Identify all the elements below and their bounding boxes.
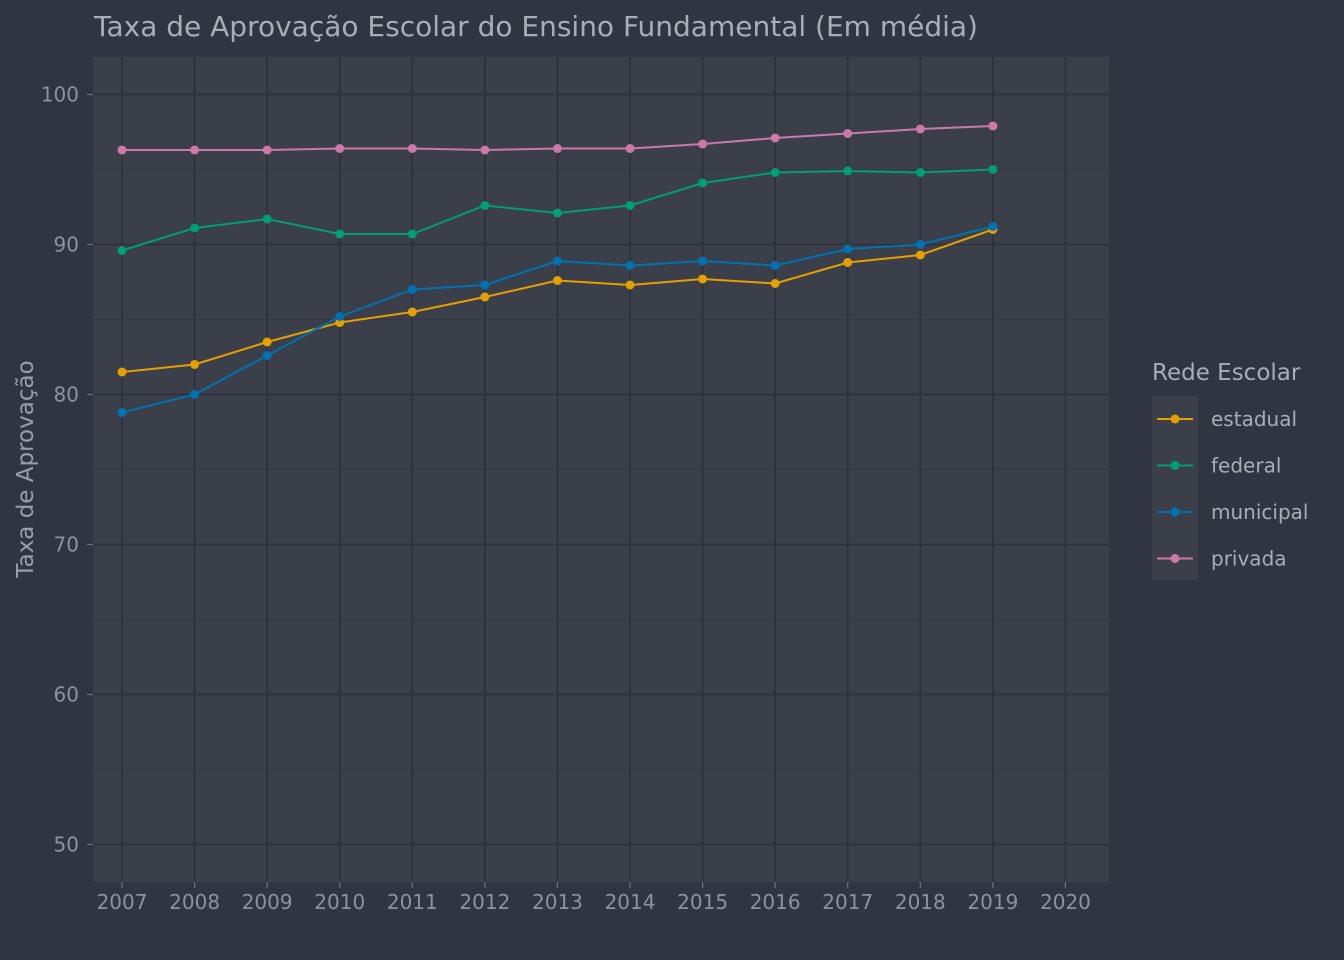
legend-key-point-federal <box>1170 461 1180 470</box>
legend-key-point-municipal <box>1170 507 1180 517</box>
data-point-estadual <box>117 367 127 377</box>
data-point-privada <box>915 124 925 134</box>
x-tick-label: 2012 <box>459 890 510 914</box>
data-point-estadual <box>770 279 780 288</box>
data-point-estadual <box>552 276 562 285</box>
data-point-privada <box>770 133 780 143</box>
x-tick-label: 2020 <box>1040 890 1091 914</box>
data-point-privada <box>117 145 127 155</box>
data-point-privada <box>698 139 708 149</box>
legend-key-background <box>1152 396 1198 580</box>
data-point-municipal <box>407 285 417 294</box>
data-point-estadual <box>407 307 417 317</box>
data-point-estadual <box>262 337 272 347</box>
legend-label-privada: privada <box>1211 547 1287 571</box>
x-tick-label: 2013 <box>532 890 583 914</box>
data-point-municipal <box>625 261 635 270</box>
data-point-municipal <box>190 390 200 399</box>
data-point-estadual <box>843 258 853 267</box>
data-point-privada <box>843 129 853 138</box>
data-point-federal <box>407 229 417 239</box>
x-tick-label: 2009 <box>242 890 293 914</box>
data-point-estadual <box>190 360 200 369</box>
data-point-federal <box>262 214 272 224</box>
x-tick-label: 2014 <box>605 890 656 914</box>
y-tick-label: 80 <box>54 383 79 407</box>
data-point-federal <box>915 168 925 177</box>
data-point-municipal <box>480 280 490 290</box>
series-municipal <box>117 222 998 417</box>
series-lines <box>117 121 998 417</box>
x-tick-label: 2015 <box>677 890 728 914</box>
axes: 50 60 70 80 90 100 2007 2008 2009 2010 2011 2012 201… <box>41 83 1091 915</box>
x-tick-label: 2018 <box>895 890 946 914</box>
data-point-municipal <box>552 256 562 266</box>
y-tick-label: 50 <box>54 833 79 857</box>
chart-title: Taxa de Aprovação Escolar do Ensino Fund… <box>93 10 978 43</box>
data-point-federal <box>843 166 853 176</box>
data-point-estadual <box>698 274 708 284</box>
data-point-municipal <box>843 244 853 254</box>
y-axis-title: Taxa de Aprovação <box>13 360 39 578</box>
data-point-federal <box>552 208 562 218</box>
data-point-privada <box>407 144 417 153</box>
data-point-federal <box>190 223 200 233</box>
data-point-federal <box>625 201 635 210</box>
legend-title: Rede Escolar <box>1152 360 1301 386</box>
legend-key-point-privada <box>1170 554 1180 563</box>
legend: Rede Escolar estadual federal municipal pri… <box>1152 360 1308 580</box>
data-point-municipal <box>915 240 925 249</box>
data-point-municipal <box>117 408 127 417</box>
data-point-federal <box>480 201 490 210</box>
data-point-privada <box>190 145 200 155</box>
data-point-privada <box>262 145 272 155</box>
legend-key-point-estadual <box>1170 414 1180 424</box>
x-tick-label: 2016 <box>750 890 801 914</box>
x-tick-label: 2010 <box>314 890 365 914</box>
data-point-estadual <box>480 292 490 302</box>
data-point-estadual <box>915 250 925 260</box>
x-tick-label: 2011 <box>387 890 438 914</box>
y-tick-label: 90 <box>54 233 79 257</box>
data-point-privada <box>552 144 562 153</box>
data-point-privada <box>335 144 345 153</box>
series-privada <box>117 121 998 155</box>
x-tick-label: 2017 <box>822 890 873 914</box>
y-tick-label: 70 <box>54 533 79 557</box>
series-federal <box>117 165 998 255</box>
data-point-privada <box>480 145 490 155</box>
x-tick-label: 2008 <box>169 890 220 914</box>
data-point-privada <box>988 121 998 131</box>
legend-label-municipal: municipal <box>1211 500 1308 524</box>
grid-lines <box>93 57 1109 882</box>
y-tick-label: 60 <box>54 683 79 707</box>
data-point-municipal <box>698 256 708 266</box>
legend-label-federal: federal <box>1211 454 1281 478</box>
x-tick-label: 2019 <box>967 890 1018 914</box>
data-point-municipal <box>770 261 780 270</box>
data-point-federal <box>698 178 708 188</box>
data-point-privada <box>625 144 635 153</box>
data-point-federal <box>335 229 345 239</box>
legend-label-estadual: estadual <box>1211 407 1297 431</box>
data-point-municipal <box>262 351 272 360</box>
data-point-municipal <box>988 222 998 231</box>
data-point-federal <box>770 168 780 177</box>
data-point-municipal <box>335 312 345 321</box>
data-point-federal <box>988 165 998 174</box>
data-point-estadual <box>625 280 635 290</box>
data-point-federal <box>117 246 127 255</box>
x-tick-label: 2007 <box>97 890 148 914</box>
y-tick-label: 100 <box>41 83 79 107</box>
